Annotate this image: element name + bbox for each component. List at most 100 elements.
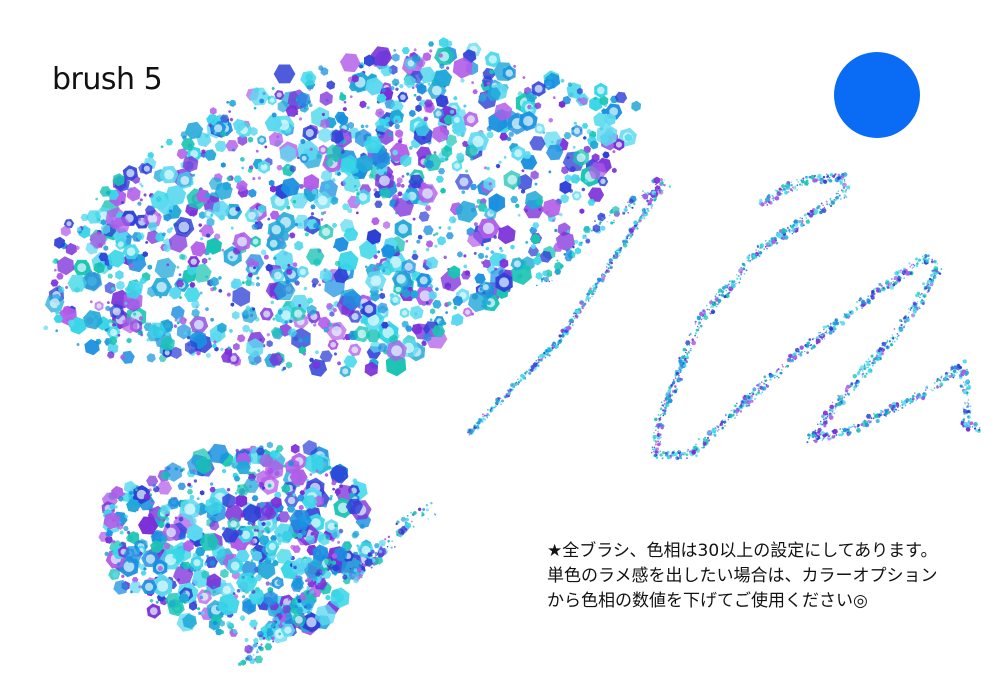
glitter-hexagon	[521, 373, 524, 376]
glitter-hexagon	[413, 181, 418, 185]
glitter-hexagon	[401, 174, 405, 178]
glitter-hexagon	[666, 450, 669, 453]
glitter-hexagon	[213, 233, 221, 240]
glitter-hexagon	[269, 185, 277, 193]
glitter-hexagon	[936, 270, 940, 274]
glitter-hexagon	[930, 281, 933, 284]
glitter-hexagon	[710, 303, 712, 306]
glitter-hexagon	[830, 322, 832, 325]
glitter-hexagon	[655, 441, 658, 444]
glitter-sparkle	[311, 518, 321, 528]
glitter-hexagon	[204, 496, 223, 516]
glitter-hexagon	[187, 482, 192, 487]
glitter-hexagon	[277, 240, 287, 250]
glitter-hexagon	[837, 176, 841, 181]
glitter-hexagon	[718, 293, 721, 297]
glitter-hexagon	[672, 380, 676, 384]
glitter-hexagon	[319, 91, 333, 106]
glitter-hexagon	[554, 228, 558, 233]
glitter-hexagon	[820, 202, 823, 205]
glitter-hexagon	[679, 361, 684, 367]
glitter-hexagon	[380, 65, 393, 77]
glitter-hexagon	[374, 562, 378, 566]
glitter-hexagon	[865, 372, 868, 375]
glitter-hexagon	[56, 272, 64, 280]
glitter-hexagon	[232, 148, 235, 152]
glitter-sparkle	[96, 303, 102, 309]
glitter-hexagon	[715, 429, 717, 431]
glitter-hexagon	[766, 195, 769, 198]
glitter-hexagon	[840, 177, 843, 179]
glitter-hexagon	[199, 490, 205, 496]
glitter-hexagon	[486, 81, 491, 86]
glitter-hexagon	[331, 538, 335, 542]
glitter-hexagon	[964, 425, 967, 428]
glitter-hexagon	[653, 192, 657, 196]
glitter-hexagon	[521, 169, 525, 173]
glitter-hexagon	[869, 364, 871, 366]
glitter-hexagon	[940, 377, 943, 379]
glitter-hexagon	[273, 626, 276, 629]
glitter-hexagon	[838, 194, 841, 197]
glitter-hexagon	[508, 131, 515, 137]
glitter-hexagon	[839, 394, 844, 399]
glitter-hexagon	[485, 414, 489, 417]
glitter-sparkle	[337, 502, 349, 514]
glitter-hexagon	[489, 409, 492, 411]
glitter-hexagon	[206, 573, 222, 590]
glitter-hexagon	[264, 115, 283, 132]
glitter-hexagon	[712, 303, 714, 306]
glitter-hexagon	[901, 406, 904, 409]
glitter-hexagon	[267, 627, 273, 633]
glitter-hexagon	[310, 590, 315, 594]
glitter-hexagon	[727, 419, 730, 421]
glitter-hexagon	[320, 169, 333, 182]
glitter-hexagon	[724, 419, 726, 422]
glitter-hexagon	[184, 340, 198, 355]
glitter-hexagon	[896, 335, 899, 338]
glitter-hexagon	[449, 109, 455, 114]
glitter-hexagon	[90, 231, 106, 249]
glitter-hexagon	[229, 255, 233, 259]
glitter-hexagon	[845, 185, 847, 188]
glitter-hexagon	[310, 212, 315, 216]
glitter-hexagon	[845, 384, 851, 390]
glitter-sparkle	[305, 128, 314, 138]
glitter-hexagon	[699, 324, 703, 328]
glitter-hexagon	[603, 274, 605, 277]
glitter-hexagon	[871, 361, 874, 364]
glitter-hexagon	[966, 401, 969, 404]
glitter-hexagon	[292, 199, 297, 204]
glitter-hexagon	[654, 425, 657, 428]
glitter-hexagon	[909, 397, 912, 400]
glitter-hexagon	[538, 207, 542, 212]
glitter-hexagon	[771, 239, 776, 244]
glitter-hexagon	[183, 540, 194, 552]
glitter-hexagon	[453, 305, 458, 310]
glitter-hexagon	[711, 429, 714, 432]
glitter-hexagon	[855, 379, 859, 383]
glitter-hexagon	[655, 453, 658, 457]
glitter-hexagon	[264, 145, 268, 149]
glitter-hexagon	[739, 410, 743, 413]
glitter-hexagon	[853, 385, 857, 390]
glitter-hexagon	[833, 327, 837, 331]
glitter-hexagon	[908, 308, 910, 310]
glitter-hexagon	[843, 194, 847, 198]
glitter-hexagon	[397, 139, 403, 144]
glitter-hexagon	[162, 244, 171, 253]
glitter-hexagon	[293, 565, 297, 570]
glitter-hexagon	[534, 102, 542, 110]
glitter-hexagon	[377, 250, 381, 254]
glitter-hexagon	[500, 249, 504, 253]
glitter-hexagon	[165, 523, 171, 529]
glitter-hexagon	[584, 179, 589, 184]
glitter-hexagon	[286, 268, 293, 275]
glitter-hexagon	[536, 284, 538, 287]
glitter-hexagon	[382, 269, 386, 273]
glitter-hexagon	[655, 196, 657, 199]
glitter-hexagon	[354, 201, 358, 205]
glitter-hexagon	[424, 99, 434, 108]
glitter-hexagon	[244, 644, 253, 654]
glitter-hexagon	[702, 317, 704, 320]
